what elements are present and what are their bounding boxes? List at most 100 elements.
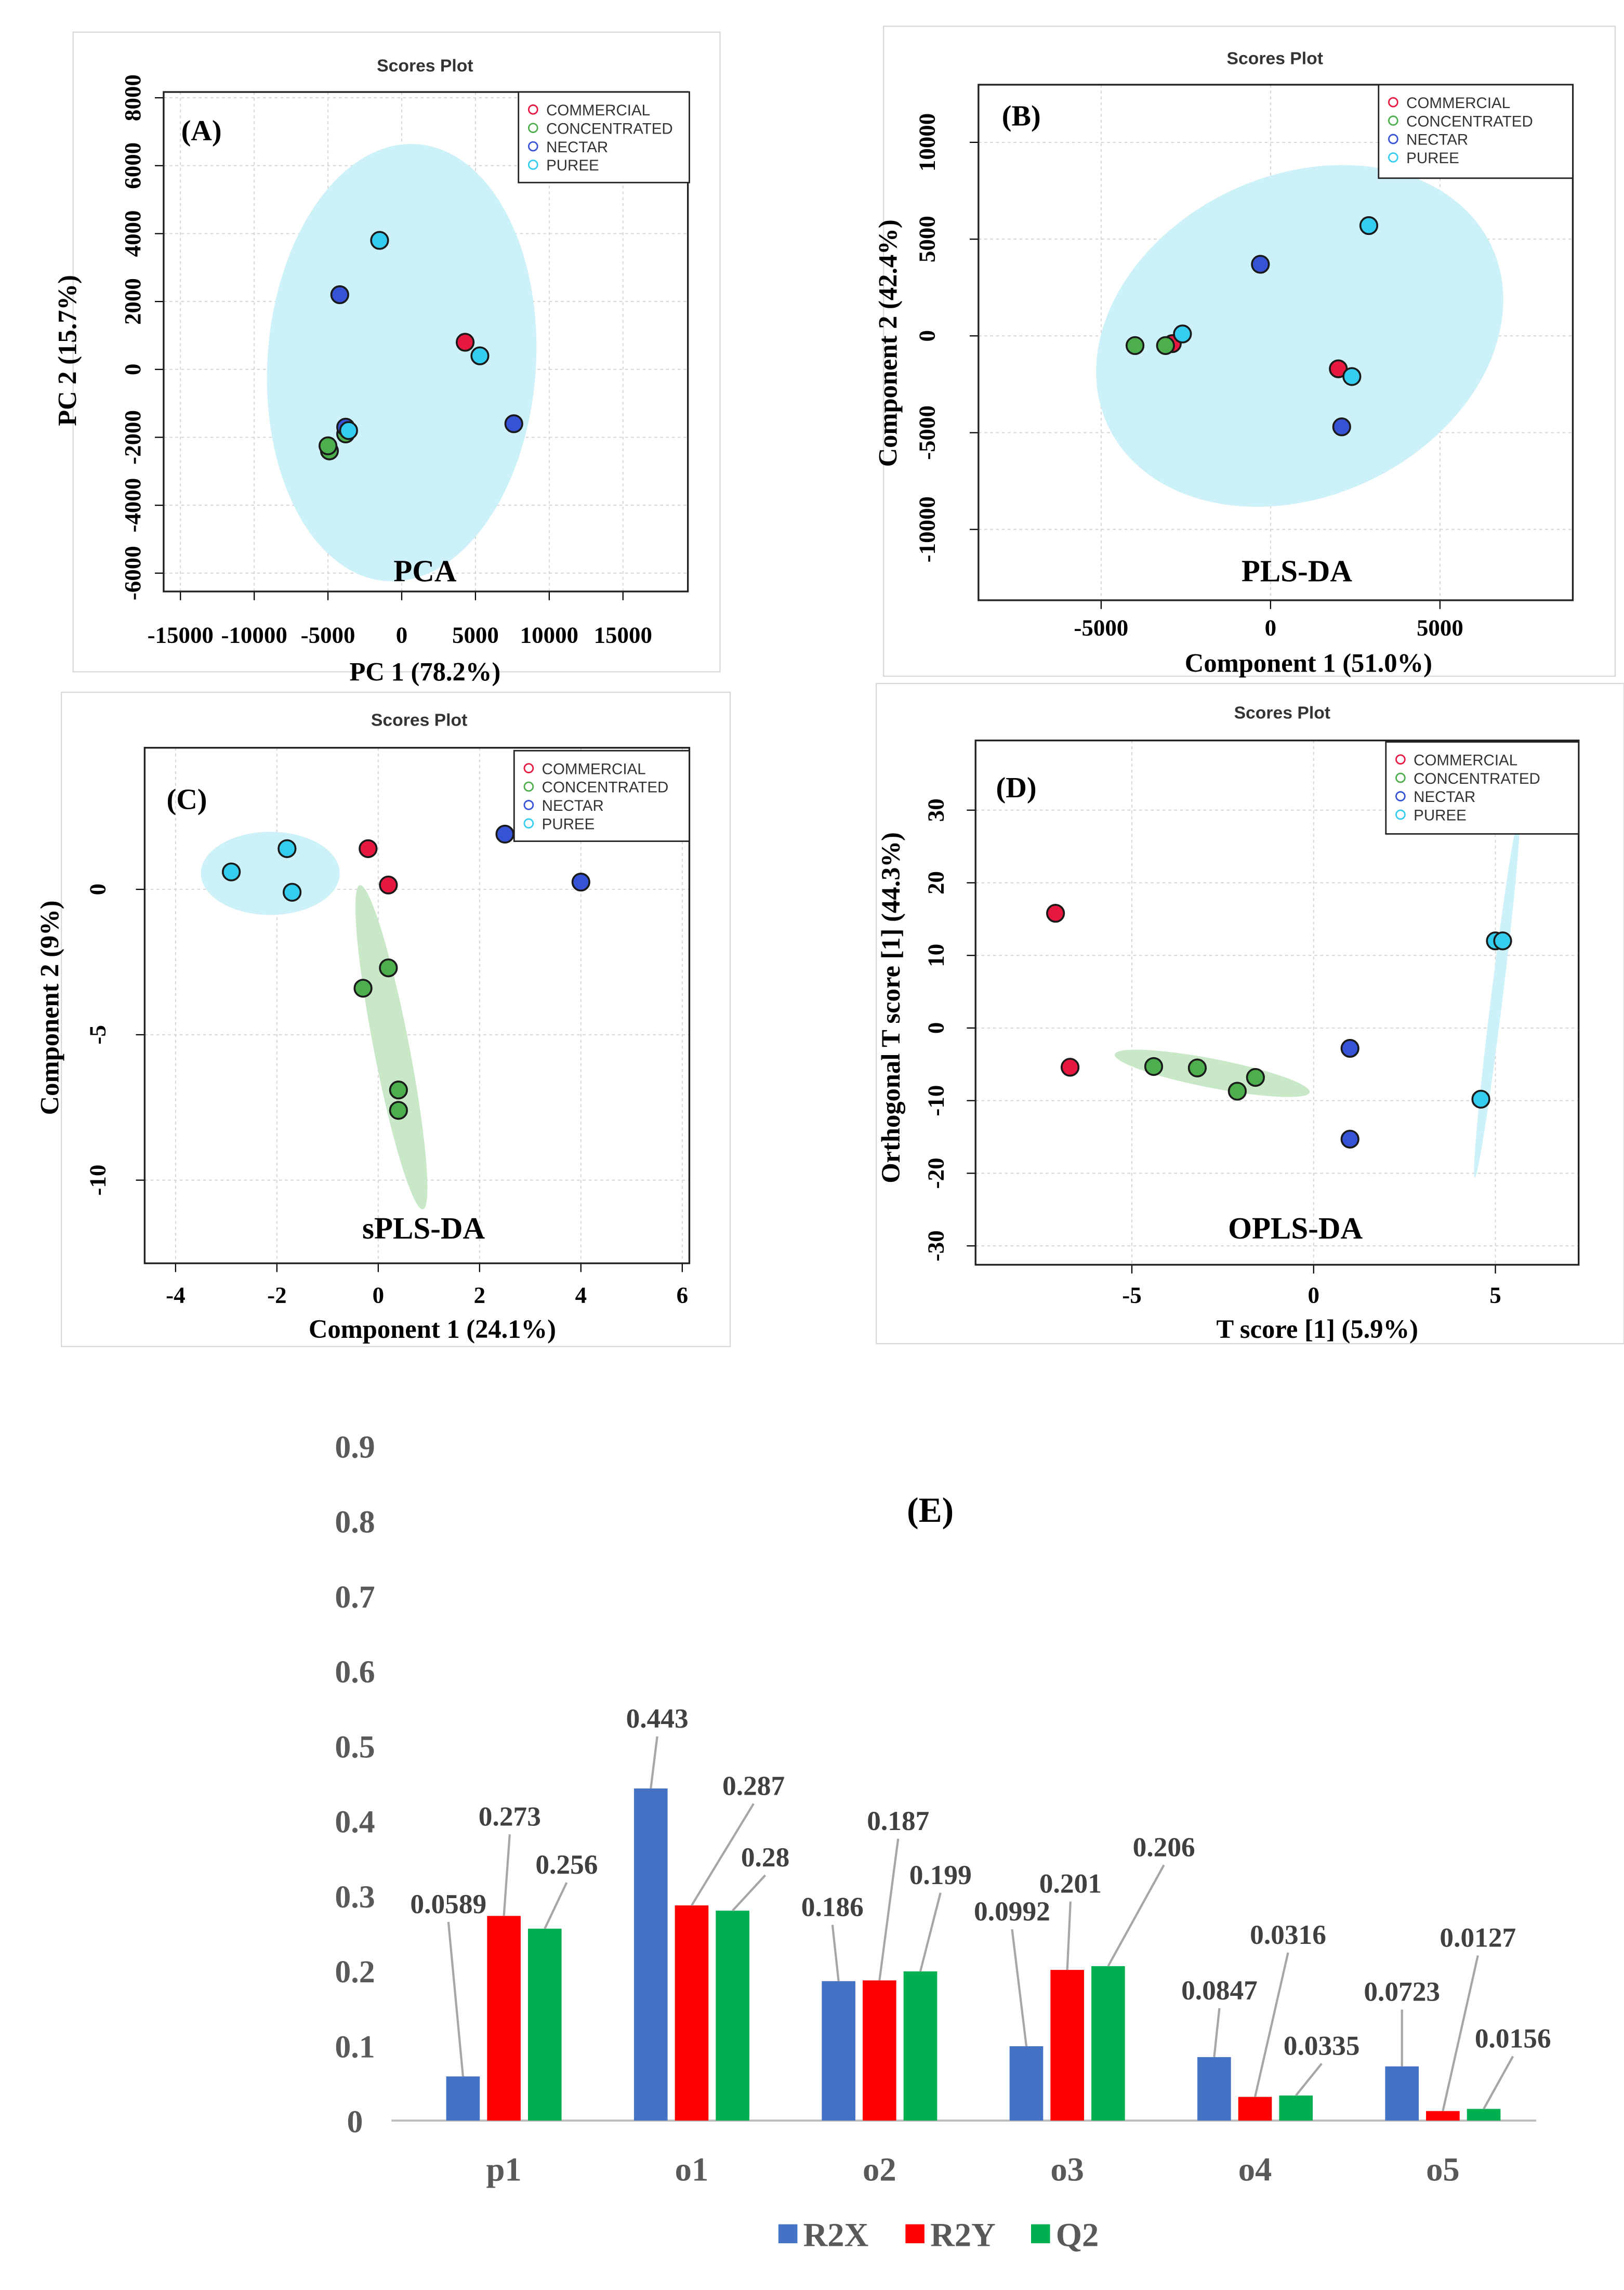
plot-title: Scores Plot [371, 710, 467, 730]
data-label: 0.0723 [1364, 1976, 1440, 2007]
legend-marker-puree [527, 160, 538, 170]
point-puree [1471, 1089, 1490, 1109]
data-label: 0.273 [479, 1800, 541, 1832]
plot-box [974, 739, 1580, 1266]
data-label-leader [878, 1838, 900, 1981]
y-tick-label: 0.7 [335, 1580, 375, 1615]
legend-box [1385, 741, 1580, 835]
point-concentrated [1187, 1058, 1207, 1077]
legend-marker-concentrated [527, 123, 538, 133]
bar-q2-o5 [1467, 2109, 1501, 2121]
x-tick-label: o2 [863, 2150, 896, 2188]
x-tick-label: -15000 [148, 622, 214, 648]
data-label-leader [1066, 1901, 1072, 1970]
data-label: 0.0127 [1440, 1922, 1516, 1953]
y-tick-label: -5000 [914, 405, 940, 460]
y-axis-label: Component 2 (9%) [35, 900, 64, 1115]
data-label: 0.287 [722, 1770, 785, 1801]
plot-box [163, 91, 689, 593]
panel-label: (D) [996, 772, 1037, 804]
x-tick-label: 0 [396, 622, 407, 648]
bar-q2-o2 [903, 1971, 938, 2121]
data-label: 0.256 [535, 1849, 598, 1880]
point-puree [370, 231, 389, 250]
legend-label: COMMERCIAL [1406, 95, 1510, 112]
chart-title: (E) [907, 1491, 954, 1530]
data-label: 0.0992 [974, 1896, 1050, 1927]
legend-marker-puree [1395, 809, 1406, 820]
bar-r2x-o1 [633, 1788, 668, 2121]
y-tick-label: 0.6 [335, 1654, 375, 1690]
point-concentrated [353, 979, 373, 998]
data-label-leader [1295, 2063, 1323, 2097]
y-tick-label: 0.5 [335, 1729, 375, 1765]
legend-marker-nectar [1388, 134, 1398, 144]
x-tick-label: -10000 [221, 622, 287, 648]
y-tick-label: -20 [922, 1157, 948, 1189]
method-label: PCA [393, 554, 457, 588]
legend-label: R2Y [930, 2216, 996, 2254]
y-tick-label: -6000 [120, 546, 146, 600]
scores-plot-pca: -15000 -10000 -5000 0 5000 10000 15000 -6000 -40… [52, 31, 721, 686]
legend-label: COMMERCIAL [542, 760, 646, 778]
plot-title: Scores Plot [377, 56, 473, 76]
legend-marker-puree [1388, 152, 1398, 163]
scores-plot-opls-da: -5 0 5 -30 -20 -10 0 10 20 30 COMMERCIALCONCENTRAT… [876, 682, 1624, 1345]
point-concentrated [1156, 336, 1175, 356]
plot-title: Scores Plot [1227, 49, 1323, 69]
x-tick-label: 0 [1265, 614, 1276, 640]
bar-r2y-o2 [863, 1980, 896, 2121]
point-puree [1493, 931, 1512, 951]
legend-label: CONCENTRATED [542, 779, 669, 796]
point-concentrated [1246, 1068, 1265, 1087]
scores-plot-spls-da: -4 -2 0 2 4 6 -10 -5 0 COMMERCIALCONCENTRATEDNECT… [35, 691, 731, 1347]
bar-r2y-o3 [1050, 1970, 1084, 2121]
confidence-ellipse-concentrated [355, 885, 428, 1209]
plot-title: Scores Plot [1234, 703, 1330, 722]
y-tick-label: 30 [922, 798, 948, 822]
legend-label: PUREE [546, 157, 599, 174]
confidence-ellipse-puree [1096, 165, 1503, 507]
legend-marker-commercial [1388, 97, 1398, 108]
y-tick-label: -4000 [120, 478, 146, 533]
x-tick-label: 5000 [452, 622, 499, 648]
data-label: 0.443 [626, 1703, 689, 1734]
bar-r2x-o3 [1009, 2046, 1044, 2121]
legend-box [513, 749, 690, 842]
legend-marker-nectar [523, 800, 534, 810]
data-label-leader [919, 1892, 942, 1972]
y-tick-label: 0 [922, 1022, 948, 1034]
bar-r2x-o4 [1197, 2057, 1231, 2121]
scores-plot-pls-da: -5000 0 5000 -10000 -5000 0 5000 10000 COMMERCIA… [873, 25, 1616, 678]
legend-marker-concentrated [1388, 115, 1398, 126]
bar-q2-o4 [1279, 2095, 1313, 2121]
legend-box [518, 91, 690, 183]
data-label-leader [1253, 1952, 1289, 2097]
legend-marker-commercial [1395, 754, 1406, 765]
y-tick-label: 2000 [120, 278, 146, 325]
y-tick-label: -10000 [914, 496, 940, 562]
point-puree [282, 883, 302, 902]
legend-label: COMMERCIAL [1414, 752, 1517, 769]
bar-r2y-o5 [1426, 2111, 1460, 2121]
x-tick-label: 10000 [520, 622, 578, 648]
y-tick-label: 4000 [120, 210, 146, 257]
y-tick-label: -10 [922, 1085, 948, 1116]
point-concentrated [389, 1101, 408, 1120]
confidence-ellipse-concentrated [1115, 1049, 1310, 1097]
x-tick-label: o1 [675, 2150, 709, 2188]
data-label: 0.206 [1133, 1831, 1195, 1862]
y-tick-label: -5 [84, 1025, 110, 1044]
x-tick-label: o3 [1050, 2150, 1084, 2188]
point-nectar [571, 873, 590, 892]
data-label-leader [1011, 1929, 1028, 2047]
data-label: 0.0335 [1284, 2030, 1360, 2061]
bar-r2x-o2 [822, 1981, 855, 2121]
x-tick-label: o4 [1238, 2150, 1272, 2188]
bar-r2y-p1 [487, 1916, 521, 2121]
bar-r2y-o4 [1238, 2097, 1272, 2121]
data-label: 0.201 [1039, 1868, 1102, 1899]
y-tick-label: 0.2 [335, 1954, 375, 1990]
